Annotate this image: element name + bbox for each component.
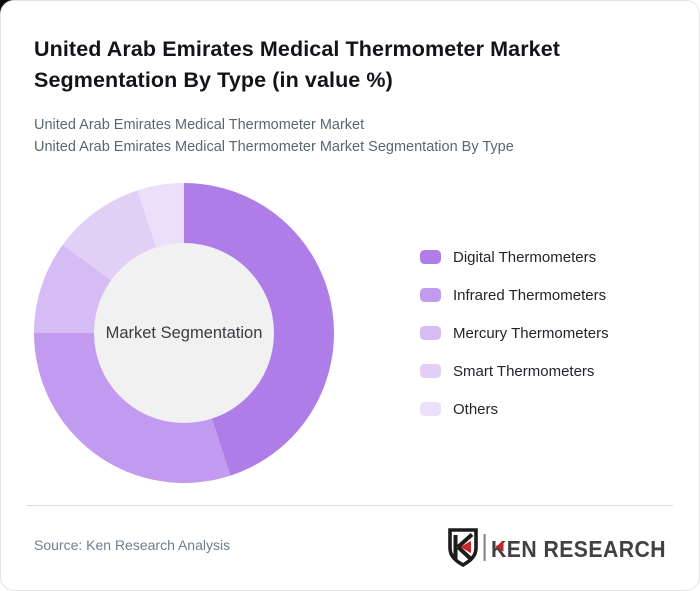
donut-hole xyxy=(94,243,274,423)
subtitle-line-2: United Arab Emirates Medical Thermometer… xyxy=(34,138,514,155)
chart-legend: Digital Thermometers Infrared Thermometer… xyxy=(420,238,609,428)
legend-swatch xyxy=(420,288,441,302)
legend-label: Digital Thermometers xyxy=(453,248,597,266)
subtitle-line-1: United Arab Emirates Medical Thermometer… xyxy=(34,117,365,133)
legend-label: Mercury Thermometers xyxy=(453,324,609,342)
legend-item: Infrared Thermometers xyxy=(420,276,609,314)
logo-separator xyxy=(483,534,486,561)
chart-subtitle: United Arab Emirates Medical Thermometer… xyxy=(34,115,634,158)
legend-label: Smart Thermometers xyxy=(453,362,595,380)
legend-label: Infrared Thermometers xyxy=(453,286,607,304)
logo-k-arrow xyxy=(495,541,504,552)
chart-title: United Arab Emirates Medical Thermometer… xyxy=(34,37,561,92)
ken-research-logo: KEN RESEARCH xyxy=(448,528,666,567)
legend-item: Smart Thermometers xyxy=(420,352,609,390)
source-note: Source: Ken Research Analysis xyxy=(34,537,231,553)
donut-svg xyxy=(34,183,334,483)
legend-label: Others xyxy=(453,400,499,418)
legend-item: Mercury Thermometers xyxy=(420,314,609,352)
legend-swatch xyxy=(420,326,441,340)
legend-swatch xyxy=(420,250,441,264)
logo-wordmark: KEN RESEARCH xyxy=(491,536,666,562)
legend-swatch xyxy=(420,364,441,378)
legend-swatch xyxy=(420,402,441,416)
legend-item: Others xyxy=(420,390,609,428)
shield-icon xyxy=(448,528,478,567)
footer-divider xyxy=(27,505,673,506)
legend-item: Digital Thermometers xyxy=(420,238,609,276)
donut-chart: Market Segmentation xyxy=(34,183,334,483)
